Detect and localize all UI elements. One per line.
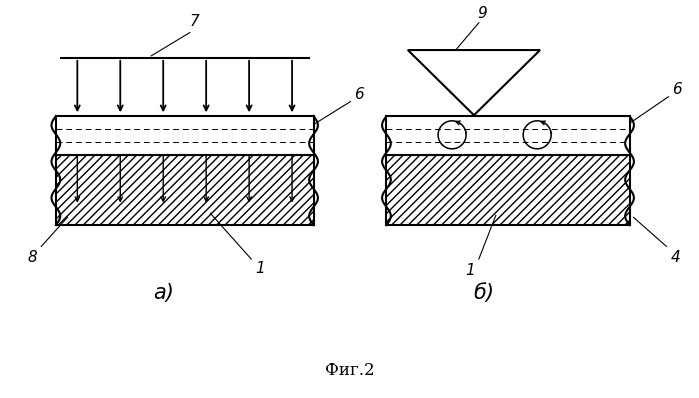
Bar <box>56 116 314 155</box>
Text: 1: 1 <box>255 261 265 276</box>
Text: 7: 7 <box>190 14 200 29</box>
Text: 6: 6 <box>672 82 682 97</box>
Bar <box>56 155 314 225</box>
Text: 6: 6 <box>354 87 364 101</box>
Text: б): б) <box>473 283 494 303</box>
Text: 4: 4 <box>670 250 680 265</box>
Text: 1: 1 <box>465 263 475 278</box>
Text: 8: 8 <box>28 250 37 265</box>
Text: а): а) <box>154 283 175 303</box>
Bar <box>387 116 630 155</box>
Text: Фиг.2: Фиг.2 <box>325 363 374 379</box>
Text: 9: 9 <box>477 6 487 21</box>
Bar <box>387 155 630 225</box>
